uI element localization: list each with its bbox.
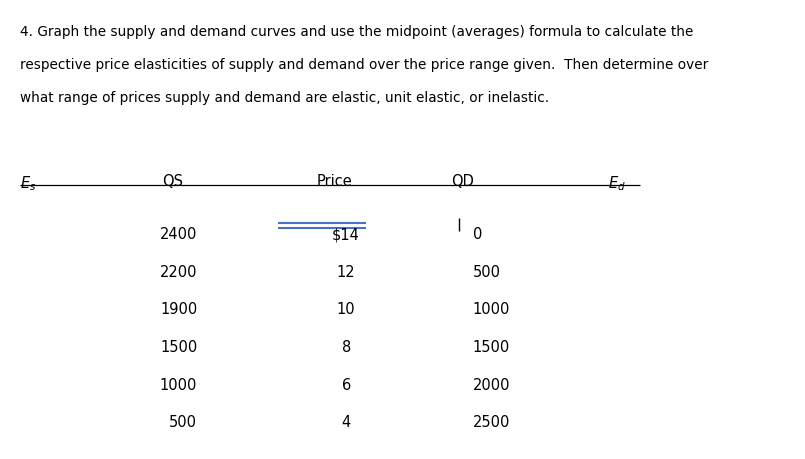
Text: Price: Price — [316, 174, 352, 190]
Text: 8: 8 — [341, 340, 351, 355]
Text: 1500: 1500 — [160, 340, 197, 355]
Text: 2400: 2400 — [160, 227, 197, 242]
Text: what range of prices supply and demand are elastic, unit elastic, or inelastic.: what range of prices supply and demand a… — [20, 91, 549, 106]
Text: 1900: 1900 — [160, 302, 197, 318]
Text: QD: QD — [452, 174, 474, 190]
Text: 12: 12 — [336, 265, 356, 280]
Text: 2500: 2500 — [473, 415, 510, 431]
Text: 4: 4 — [341, 415, 351, 431]
Text: 1500: 1500 — [473, 340, 510, 355]
Text: 2000: 2000 — [473, 378, 510, 393]
Text: 4. Graph the supply and demand curves and use the midpoint (averages) formula to: 4. Graph the supply and demand curves an… — [20, 25, 693, 39]
Text: 500: 500 — [169, 415, 197, 431]
Text: 1000: 1000 — [160, 378, 197, 393]
Text: $14: $14 — [332, 227, 360, 242]
Text: QS: QS — [163, 174, 184, 190]
Text: 0: 0 — [473, 227, 482, 242]
Text: 10: 10 — [336, 302, 356, 318]
Text: $E_d$: $E_d$ — [608, 174, 625, 193]
Text: 6: 6 — [341, 378, 351, 393]
Text: respective price elasticities of supply and demand over the price range given.  : respective price elasticities of supply … — [20, 58, 708, 73]
Text: 2200: 2200 — [159, 265, 197, 280]
Text: $E_s$: $E_s$ — [20, 174, 36, 193]
Text: 1000: 1000 — [473, 302, 510, 318]
Text: 500: 500 — [473, 265, 501, 280]
